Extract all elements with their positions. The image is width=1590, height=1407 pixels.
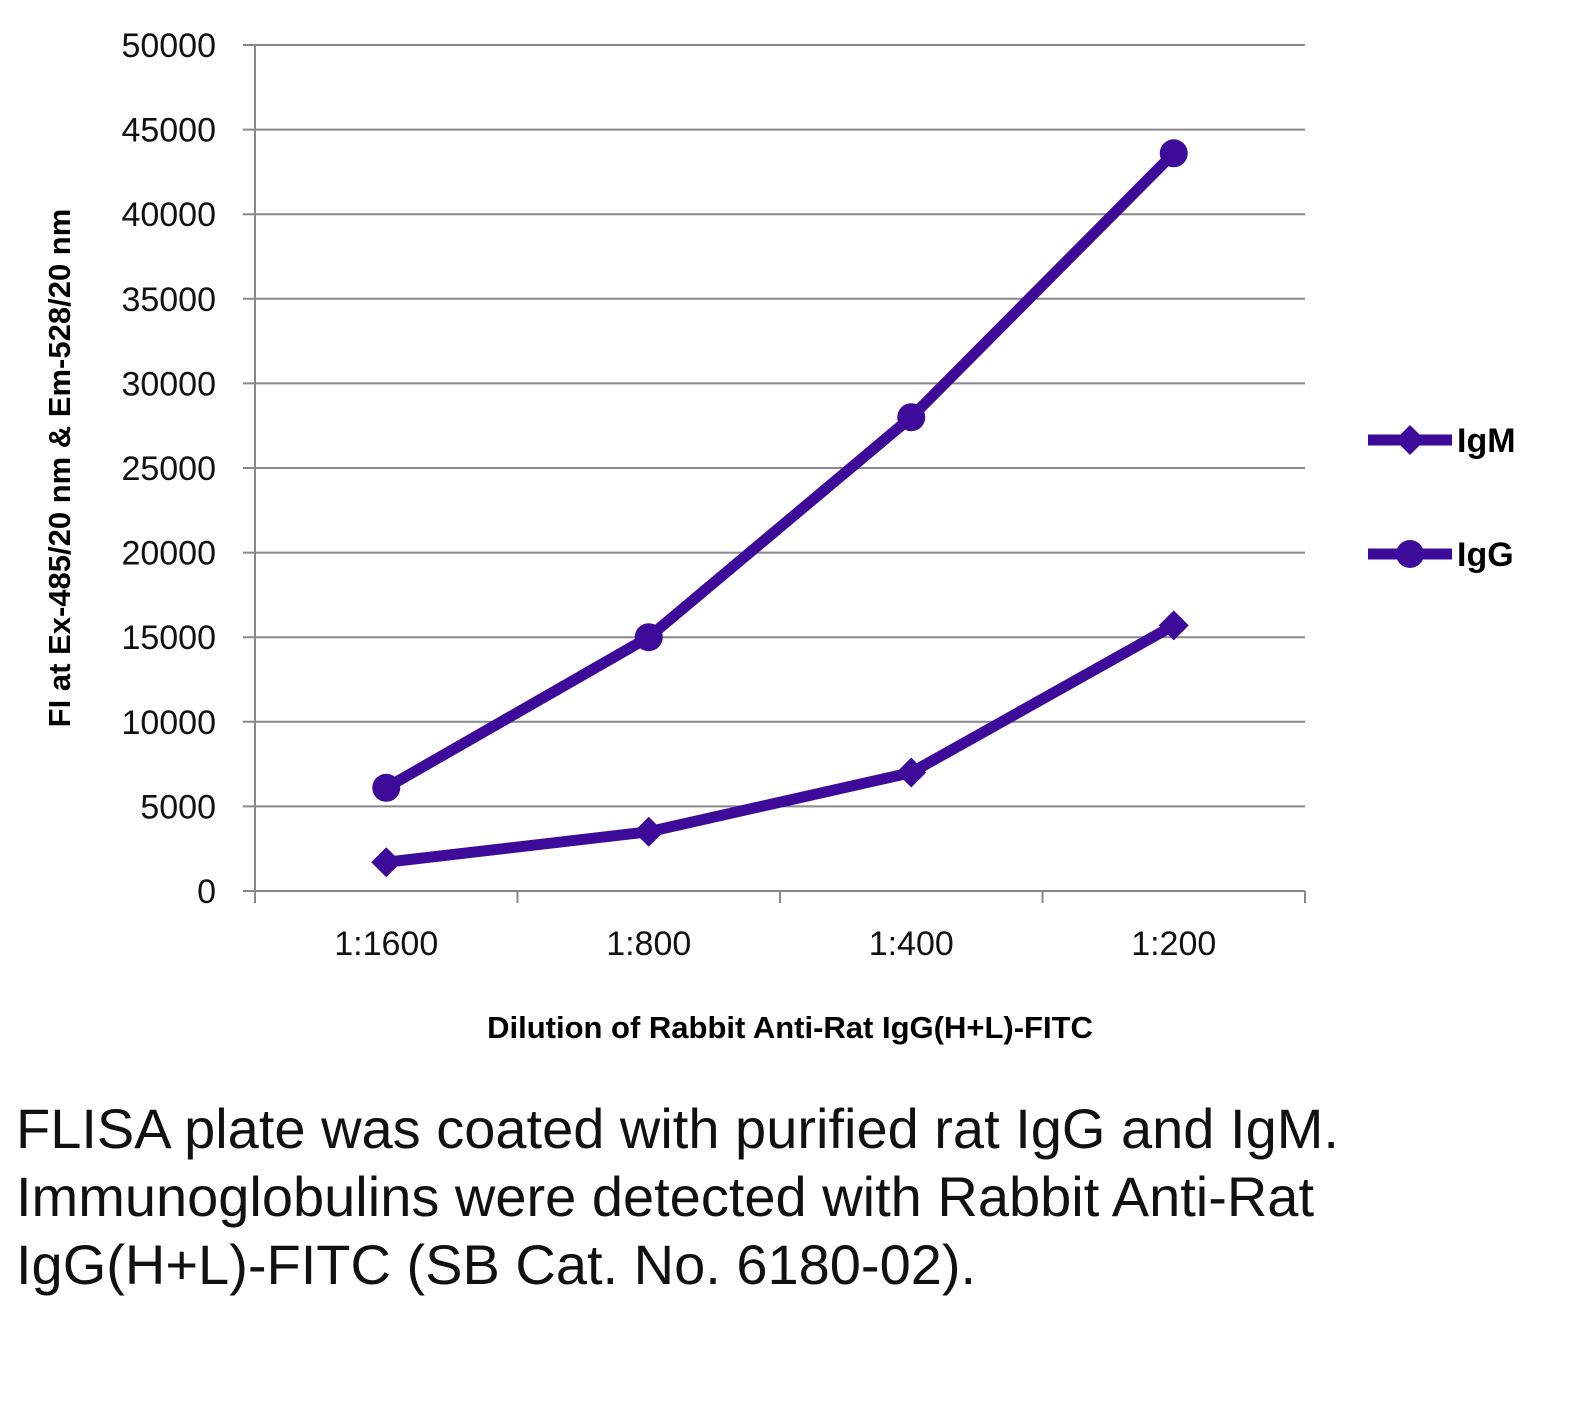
- data-point-igg: [372, 773, 401, 802]
- series-lines: [371, 139, 1189, 878]
- x-tick-label: 1:800: [606, 925, 691, 963]
- y-tick-label: 40000: [121, 196, 216, 234]
- data-point-igm: [1158, 610, 1189, 641]
- legend: IgM IgG: [1368, 422, 1516, 574]
- y-tick-labels: 0 5000 10000 15000 20000 25000 30000 35000 40000…: [121, 27, 216, 911]
- y-tick-label: 10000: [121, 704, 216, 742]
- data-point-igg: [897, 403, 926, 432]
- data-point-igg: [1159, 139, 1188, 168]
- gridlines: [243, 44, 1306, 903]
- x-tick-label: 1:200: [1131, 925, 1216, 963]
- data-point-igm: [633, 816, 664, 847]
- legend-label-igg: IgG: [1457, 536, 1514, 574]
- y-axis-title: FI at Ex-485/20 nm & Em-528/20 nm: [42, 209, 77, 728]
- x-tick-label: 1:400: [869, 925, 954, 963]
- y-tick-label: 5000: [140, 788, 216, 826]
- y-tick-label: 25000: [121, 450, 216, 488]
- legend-marker-igm: [1395, 425, 1425, 455]
- legend-marker-igg: [1396, 540, 1424, 568]
- figure-caption: FLISA plate was coated with purified rat…: [16, 1097, 1339, 1296]
- y-tick-label: 35000: [121, 281, 216, 319]
- x-tick-label: 1:1600: [334, 925, 438, 963]
- data-point-igg: [634, 623, 663, 652]
- data-point-igm: [896, 757, 927, 788]
- series-line-igm: [385, 620, 1177, 868]
- y-tick-label: 0: [197, 873, 216, 911]
- legend-label-igm: IgM: [1457, 422, 1516, 460]
- x-axis-title: Dilution of Rabbit Anti-Rat IgG(H+L)-FIT…: [487, 1010, 1093, 1045]
- x-tick-labels: 1:1600 1:800 1:400 1:200: [334, 925, 1216, 963]
- y-tick-label: 15000: [121, 619, 216, 657]
- series-line-igg: [383, 149, 1178, 793]
- data-point-igm: [371, 847, 402, 878]
- y-tick-label: 50000: [121, 27, 216, 65]
- line-chart: 0 5000 10000 15000 20000 25000 30000 35000 40000…: [42, 27, 1516, 1045]
- y-tick-label: 45000: [121, 112, 216, 150]
- y-tick-label: 20000: [121, 535, 216, 573]
- y-tick-label: 30000: [121, 365, 216, 403]
